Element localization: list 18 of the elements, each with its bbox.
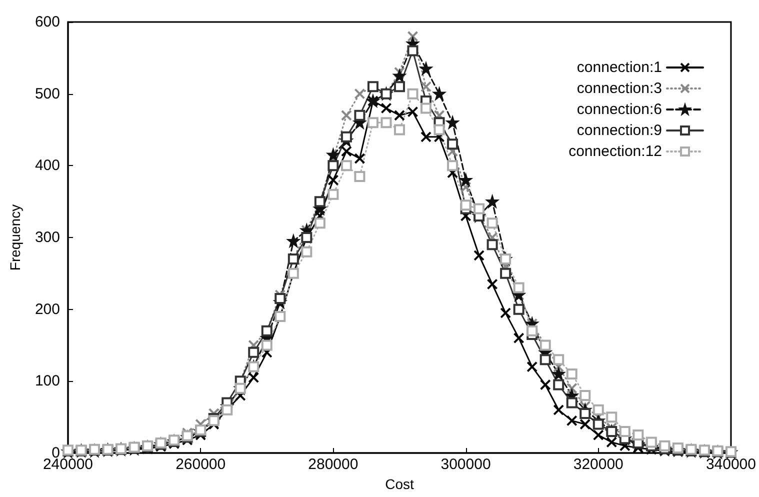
x-tick-label: 340000 xyxy=(706,456,756,473)
legend-label: connection:9 xyxy=(576,122,662,139)
y-tick-label: 500 xyxy=(34,85,60,102)
legend-label: connection:6 xyxy=(576,101,662,118)
y-tick-label: 400 xyxy=(34,157,60,174)
y-tick-label: 100 xyxy=(34,372,60,390)
legend-label: connection:12 xyxy=(568,143,662,160)
y-axis-title: Frequency xyxy=(7,204,23,271)
y-tick-label: 200 xyxy=(34,300,60,318)
legend-label: connection:1 xyxy=(576,59,662,76)
x-tick-label: 280000 xyxy=(308,456,358,473)
y-tick-label: 300 xyxy=(34,229,60,246)
x-tick-label: 300000 xyxy=(440,456,491,473)
x-tick-label: 260000 xyxy=(176,456,226,473)
y-tick-label: 600 xyxy=(34,14,60,30)
x-axis-title: Cost xyxy=(385,476,414,492)
x-tick-label: 320000 xyxy=(573,456,624,473)
legend-label: connection:3 xyxy=(576,80,662,97)
